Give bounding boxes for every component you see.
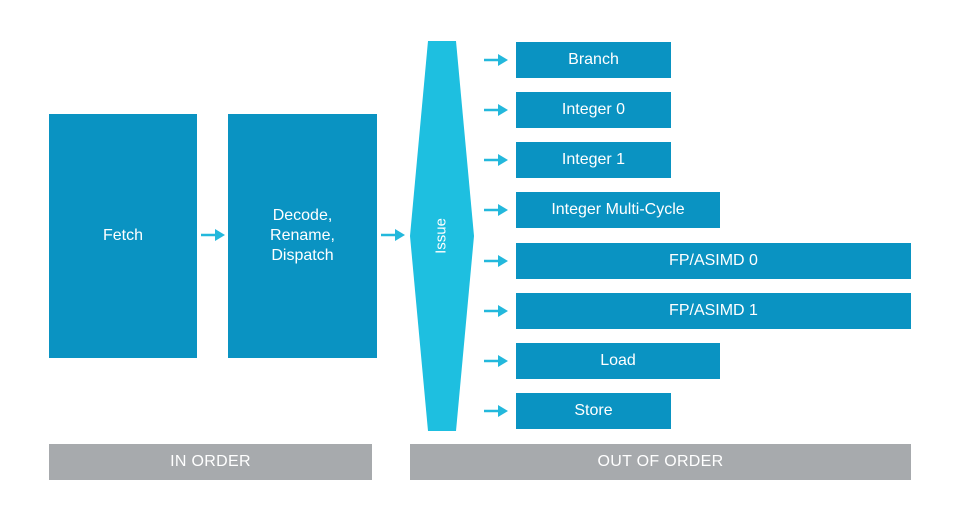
issue-shape	[410, 41, 474, 431]
unit-label: Integer 1	[561, 151, 626, 168]
decode-line-2: Rename,	[270, 227, 335, 244]
arrow-to-branch	[484, 54, 508, 66]
arrow-to-store	[484, 405, 508, 417]
arrow-to-integer-1	[484, 154, 508, 166]
unit-label: Branch	[568, 51, 619, 68]
unit-label: Store	[574, 402, 613, 419]
unit-fp-asimd-0: FP/ASIMD 0	[516, 243, 911, 279]
out-of-order-footer: OUT OF ORDER	[410, 444, 911, 480]
arrow-to-fp-asimd-0	[484, 255, 508, 267]
unit-fp-asimd-1: FP/ASIMD 1	[516, 293, 911, 329]
unit-load: Load	[516, 343, 720, 379]
issue-label: Issue	[432, 218, 450, 254]
arrow-to-integer-0	[484, 104, 508, 116]
unit-store: Store	[516, 393, 671, 429]
arrow-to-integer-multi-cycle	[484, 204, 508, 216]
fetch-label: Fetch	[102, 227, 143, 244]
unit-label: FP/ASIMD 1	[669, 302, 758, 319]
unit-label: FP/ASIMD 0	[669, 252, 758, 269]
decode-rename-dispatch-stage: Decode, Rename, Dispatch	[228, 114, 377, 358]
unit-integer-0: Integer 0	[516, 92, 671, 128]
unit-branch: Branch	[516, 42, 671, 78]
arrow-decode-to-issue	[381, 229, 405, 241]
unit-integer-1: Integer 1	[516, 142, 671, 178]
arrow-to-fp-asimd-1	[484, 305, 508, 317]
decode-line-1: Decode,	[272, 207, 333, 224]
unit-label: Load	[600, 352, 636, 369]
unit-integer-multi-cycle: Integer Multi-Cycle	[516, 192, 720, 228]
out-of-order-label: OUT OF ORDER	[597, 453, 724, 470]
in-order-label: IN ORDER	[170, 453, 251, 470]
decode-line-3: Dispatch	[271, 247, 334, 264]
arrow-fetch-to-decode	[201, 229, 225, 241]
unit-label: Integer Multi-Cycle	[551, 201, 685, 218]
arrow-to-load	[484, 355, 508, 367]
in-order-footer: IN ORDER	[49, 444, 372, 480]
unit-label: Integer 0	[561, 101, 626, 118]
fetch-stage: Fetch	[49, 114, 197, 358]
